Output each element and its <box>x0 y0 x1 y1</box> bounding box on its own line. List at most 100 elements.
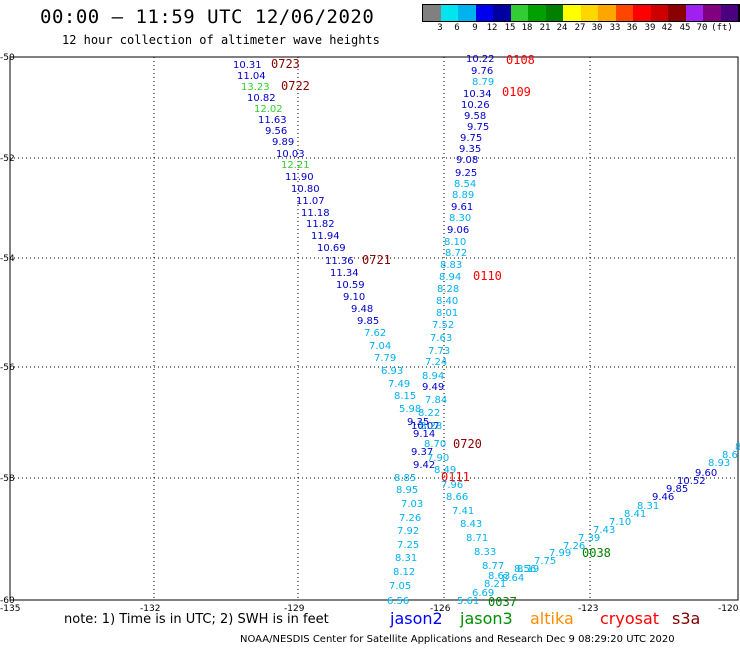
swh-point-label: 7.84 <box>425 395 447 406</box>
y-tick-label: -58 <box>0 474 15 484</box>
swh-point-label: 8.94 <box>439 272 461 283</box>
swh-point-label: 9.89 <box>272 137 294 148</box>
colorbar-swatch <box>563 5 581 21</box>
swh-point-label: 7.49 <box>388 379 410 390</box>
swh-point-label: 8.89 <box>452 190 474 201</box>
swh-point-label: 9.85 <box>357 316 379 327</box>
swh-point-label: 9.61 <box>451 202 473 213</box>
y-tick-label: -56 <box>0 363 15 373</box>
swh-point-label: 10.80 <box>291 184 320 195</box>
x-tick-label: -132 <box>140 604 160 614</box>
swh-point-label: 9.35 <box>407 417 429 428</box>
colorbar-label: 12 <box>486 23 498 33</box>
swh-point-label: 8.21 <box>484 579 506 590</box>
swh-point-label: 11.63 <box>258 115 287 126</box>
swh-point-label: 9.10 <box>343 292 365 303</box>
colorbar-label: 42 <box>661 23 673 33</box>
swh-point-label: 8.79 <box>472 77 494 88</box>
colorbar-label: 3 <box>437 23 443 33</box>
swh-point-label: 12.02 <box>254 104 283 115</box>
track-time-label: 0109 <box>502 85 531 99</box>
colorbar-legend <box>422 4 740 22</box>
track-time-label: 0038 <box>582 546 611 560</box>
swh-point-label: 7.79 <box>374 353 396 364</box>
swh-point-label: 9.35 <box>459 144 481 155</box>
swh-point-label: 7.92 <box>397 526 419 537</box>
colorbar-label: 36 <box>626 23 638 33</box>
colorbar-swatch <box>440 5 458 21</box>
swh-point-label: 8.64 <box>502 573 524 584</box>
y-tick-label: -52 <box>0 154 15 164</box>
swh-point-label: 7.03 <box>401 499 423 510</box>
swh-point-label: 10.07 <box>411 421 440 432</box>
swh-point-label: 8.49 <box>434 465 456 476</box>
x-tick-label: -120 <box>718 604 739 614</box>
satellite-altika: altika <box>530 609 574 628</box>
swh-point-label: 9.08 <box>456 155 478 166</box>
colorbar-swatch <box>493 5 511 21</box>
satellite-cryosat: cryosat <box>600 609 660 628</box>
swh-point-label: 8.31 <box>637 501 659 512</box>
colorbar-swatch <box>598 5 616 21</box>
track-time-label: 0720 <box>453 437 482 451</box>
swh-point-label: 10.69 <box>317 243 346 254</box>
swh-point-label: 8.70 <box>424 439 446 450</box>
swh-point-label: 8.19 <box>517 564 539 575</box>
swh-point-label: 6.69 <box>472 588 494 599</box>
swh-point-label: 8.54 <box>454 179 476 190</box>
colorbar-label: 21 <box>539 23 551 33</box>
swh-point-label: 9.06 <box>447 225 469 236</box>
colorbar-label: 6 <box>454 23 460 33</box>
swh-point-label: 8.85 <box>394 473 416 484</box>
colorbar-swatch <box>720 5 738 21</box>
swh-point-label: 12.21 <box>281 160 310 171</box>
swh-point-label: 11.82 <box>306 219 335 230</box>
swh-point-label: 11.90 <box>285 172 314 183</box>
y-tick-label: -54 <box>0 254 15 264</box>
swh-point-label: 7.24 <box>425 357 447 368</box>
swh-point-label: 9.60 <box>695 468 717 479</box>
swh-point-label: 8.01 <box>436 308 458 319</box>
swh-point-label: 8.6 <box>735 442 740 453</box>
colorbar-swatch <box>668 5 686 21</box>
swh-point-label: 10.22 <box>466 54 495 65</box>
swh-point-label: 10.31 <box>233 60 262 71</box>
swh-point-label: 8.77 <box>482 561 504 572</box>
swh-point-label: 7.41 <box>452 506 474 517</box>
swh-point-label: 7.90 <box>427 453 449 464</box>
colorbar-swatch <box>458 5 476 21</box>
swh-point-label: 9.42 <box>413 460 435 471</box>
x-tick-label: -123 <box>578 604 598 614</box>
swh-point-label: 5.61 <box>457 596 479 607</box>
swh-point-label: 7.26 <box>563 541 585 552</box>
swh-point-label: 7.43 <box>593 525 615 536</box>
swh-point-label: 7.75 <box>534 556 556 567</box>
colorbar-label: 70 <box>696 23 708 33</box>
swh-point-label: 8.15 <box>394 391 416 402</box>
colorbar-label: 24 <box>556 23 568 33</box>
swh-point-label: 11.34 <box>330 268 359 279</box>
swh-point-label: 11.18 <box>301 208 330 219</box>
swh-point-label: 10.26 <box>461 100 490 111</box>
swh-point-label: 7.04 <box>369 341 391 352</box>
x-tick-label: -126 <box>430 604 451 614</box>
page-subtitle: 12 hour collection of altimeter wave hei… <box>62 33 380 47</box>
swh-point-label: 6.93 <box>381 366 403 377</box>
swh-point-label: 8.28 <box>420 421 442 432</box>
colorbar-swatch <box>580 5 598 21</box>
swh-point-label: 8.95 <box>396 485 418 496</box>
swh-point-label: 8.83 <box>440 260 462 271</box>
swh-point-label: 5.98 <box>399 404 421 415</box>
track-time-label: 0721 <box>362 253 391 267</box>
swh-point-label: 7.63 <box>430 333 452 344</box>
swh-point-label: 9.56 <box>265 126 287 137</box>
swh-point-label: 7.05 <box>389 581 411 592</box>
swh-point-label: 9.48 <box>351 304 373 315</box>
colorbar-swatch <box>633 5 651 21</box>
swh-point-label: 8.93 <box>708 458 730 469</box>
swh-point-label: 11.04 <box>237 71 266 82</box>
swh-point-label: 7.52 <box>432 320 454 331</box>
colorbar-label: 9 <box>472 23 478 33</box>
swh-point-label: 9.75 <box>467 122 489 133</box>
colorbar-swatch <box>545 5 563 21</box>
